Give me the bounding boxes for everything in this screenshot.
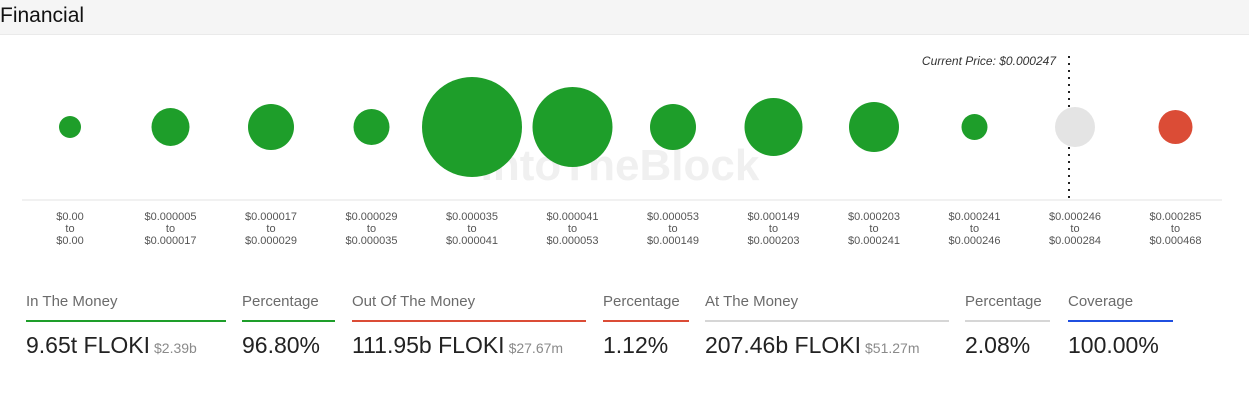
range-label-8-to: $0.000241	[848, 235, 900, 247]
range-label-11-to-word: to	[1171, 223, 1180, 235]
range-label-1-to: $0.000017	[145, 235, 197, 247]
metric-value-usd: $51.27m	[865, 340, 920, 356]
metric-3: Percentage 1.12%	[603, 290, 689, 359]
range-label-8-to-word: to	[869, 223, 878, 235]
range-label-2-from: $0.000017	[245, 211, 297, 223]
current-price-label: Current Price: $0.000247	[922, 54, 1057, 68]
panel-title: Financial	[0, 4, 85, 27]
metric-1: Percentage 96.80%	[242, 290, 335, 359]
bubble-in-7[interactable]	[744, 98, 803, 156]
bubble-in-6[interactable]	[650, 104, 696, 150]
metric-label: Percentage	[242, 290, 335, 322]
metric-value-text: 111.95b FLOKI	[352, 332, 505, 358]
bubble-in-0[interactable]	[59, 116, 81, 138]
range-label-10-to-word: to	[1070, 223, 1079, 235]
metric-value: 9.65t FLOKI $2.39b	[26, 332, 226, 359]
bubble-in-4[interactable]	[422, 77, 522, 177]
metric-6: Coverage 100.00%	[1068, 290, 1173, 359]
metric-value-text: 96.80%	[242, 332, 321, 358]
range-label-10-from: $0.000246	[1049, 211, 1101, 223]
range-label-5-to: $0.000053	[547, 235, 599, 247]
range-label-9-to-word: to	[970, 223, 979, 235]
metric-value-text: 1.12%	[603, 332, 669, 358]
range-label-7-to-word: to	[769, 223, 778, 235]
metric-label: At The Money	[705, 290, 949, 322]
range-label-6-from: $0.000053	[647, 211, 699, 223]
range-label-2-to: $0.000029	[245, 235, 297, 247]
range-label-1-to-word: to	[166, 223, 175, 235]
range-label-1-from: $0.000005	[145, 211, 197, 223]
metric-label: Percentage	[603, 290, 689, 322]
range-label-5-from: $0.000041	[547, 211, 599, 223]
bubble-in-3[interactable]	[353, 109, 390, 145]
range-label-3-from: $0.000029	[346, 211, 398, 223]
bubble-in-9[interactable]	[961, 114, 988, 140]
metric-value-text: 2.08%	[965, 332, 1031, 358]
range-label-3-to-word: to	[367, 223, 376, 235]
range-label-2-to-word: to	[266, 223, 275, 235]
range-label-7-to: $0.000203	[748, 235, 800, 247]
range-label-7-from: $0.000149	[748, 211, 800, 223]
range-label-6-to-word: to	[668, 223, 677, 235]
iomap-chart: IntoTheBlock Current Price: $0.000247 $0…	[0, 34, 1249, 274]
range-label-0-from: $0.00	[56, 211, 84, 223]
metric-value: 100.00%	[1068, 332, 1173, 359]
range-label-0-to-word: to	[65, 223, 74, 235]
metrics-row: In The Money 9.65t FLOKI $2.39b Percentage 9…	[0, 290, 1249, 380]
metric-value-usd: $27.67m	[508, 340, 564, 356]
metric-4: At The Money 207.46b FLOKI $51.27m	[705, 290, 949, 359]
range-label-9-from: $0.000241	[949, 211, 1001, 223]
metric-value: 96.80%	[242, 332, 335, 359]
range-label-11-to: $0.000468	[1150, 235, 1202, 247]
bubble-at-10[interactable]	[1055, 107, 1095, 147]
range-label-11-from: $0.000285	[1150, 211, 1202, 223]
bubble-chart-svg: IntoTheBlock Current Price: $0.000247 $0…	[22, 54, 1222, 247]
watermark: IntoTheBlock	[481, 141, 760, 190]
bubble-in-5[interactable]	[532, 87, 613, 167]
range-label-4-to: $0.000041	[446, 235, 498, 247]
panel-header: Financial	[0, 0, 1249, 35]
metric-value: 2.08%	[965, 332, 1050, 359]
metric-value: 111.95b FLOKI $27.67m	[352, 332, 586, 359]
metric-label: Coverage	[1068, 290, 1173, 322]
metric-2: Out Of The Money 111.95b FLOKI $27.67m	[352, 290, 586, 359]
bubble-in-2[interactable]	[248, 104, 294, 150]
range-label-9-to: $0.000246	[949, 235, 1001, 247]
bubble-out-11[interactable]	[1158, 110, 1193, 144]
metric-value-text: 100.00%	[1068, 332, 1159, 358]
metric-label: Percentage	[965, 290, 1050, 322]
range-label-4-from: $0.000035	[446, 211, 498, 223]
bubble-in-1[interactable]	[151, 108, 190, 146]
metric-value: 207.46b FLOKI $51.27m	[705, 332, 949, 359]
range-label-8-from: $0.000203	[848, 211, 900, 223]
metric-value: 1.12%	[603, 332, 689, 359]
metric-label: In The Money	[26, 290, 226, 322]
metric-label: Out Of The Money	[352, 290, 586, 322]
metric-0: In The Money 9.65t FLOKI $2.39b	[26, 290, 226, 359]
range-label-3-to: $0.000035	[346, 235, 398, 247]
metric-value-text: 9.65t FLOKI	[26, 332, 151, 358]
range-label-6-to: $0.000149	[647, 235, 699, 247]
range-label-4-to-word: to	[467, 223, 476, 235]
metric-5: Percentage 2.08%	[965, 290, 1050, 359]
range-label-10-to: $0.000284	[1049, 235, 1101, 247]
range-label-5-to-word: to	[568, 223, 577, 235]
range-label-0-to: $0.00	[56, 235, 84, 247]
metric-value-text: 207.46b FLOKI	[705, 332, 861, 358]
metric-value-usd: $2.39b	[154, 340, 197, 356]
bubble-in-8[interactable]	[849, 102, 899, 152]
